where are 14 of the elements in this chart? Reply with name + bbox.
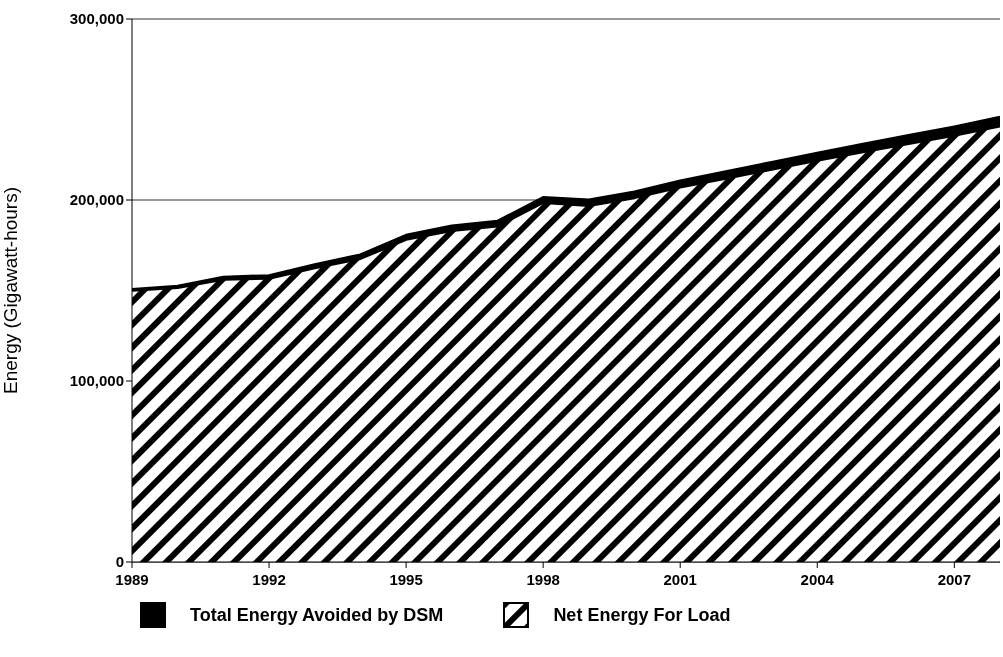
y-tick-label: 200,000 bbox=[69, 191, 124, 209]
x-tick-label: 1992 bbox=[252, 570, 286, 588]
x-tick-label: 2001 bbox=[663, 570, 697, 588]
x-tick-label: 1989 bbox=[115, 570, 149, 588]
legend-label: Total Energy Avoided by DSM bbox=[190, 604, 444, 626]
x-tick-label: 2007 bbox=[937, 570, 971, 588]
x-tick-label: 1995 bbox=[389, 570, 423, 588]
y-tick-label: 0 bbox=[115, 553, 124, 571]
y-axis-title: Energy (Gigawatt-hours) bbox=[0, 187, 21, 394]
y-tick-label: 300,000 bbox=[69, 10, 124, 28]
y-tick-label: 100,000 bbox=[69, 372, 124, 390]
x-tick-label: 1998 bbox=[526, 570, 560, 588]
legend-label: Net Energy For Load bbox=[553, 604, 731, 626]
x-tick-label: 2004 bbox=[800, 570, 835, 588]
